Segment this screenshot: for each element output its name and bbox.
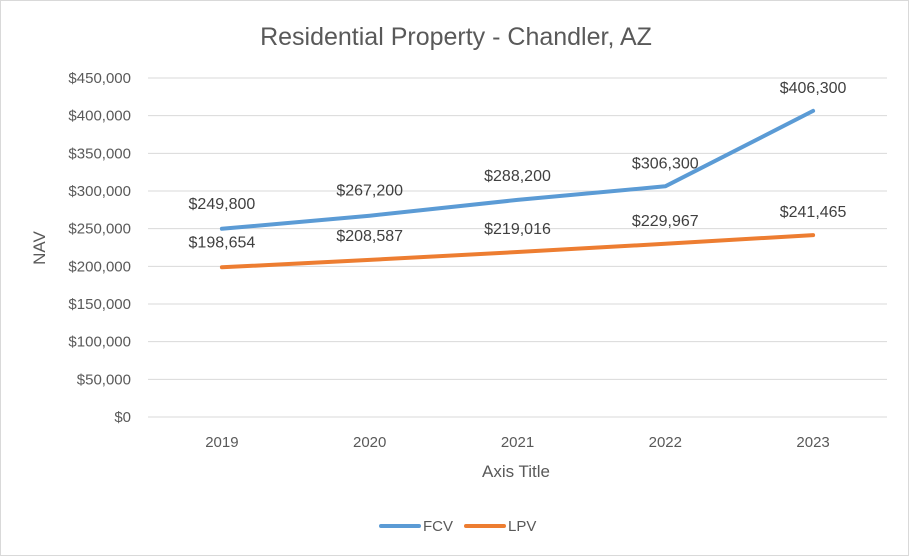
y-tick-label: $200,000 <box>68 258 131 275</box>
x-axis-ticks: 2019 2020 2021 2022 2023 <box>205 434 830 451</box>
y-tick-label: $150,000 <box>68 296 131 313</box>
x-axis-title: Axis Title <box>482 462 550 481</box>
series-line-lpv <box>219 233 816 270</box>
data-label-fcv: $249,800 <box>189 196 256 213</box>
data-label-fcv: $267,200 <box>336 183 403 200</box>
legend: FCV LPV <box>379 518 536 535</box>
x-tick-label: 2021 <box>501 434 534 451</box>
data-label-lpv: $229,967 <box>632 213 699 230</box>
data-label-lpv: $208,587 <box>336 228 403 245</box>
y-tick-label: $50,000 <box>77 371 131 388</box>
chart-title: Residential Property - Chandler, AZ <box>260 23 652 51</box>
y-tick-label: $450,000 <box>68 70 131 87</box>
x-tick-label: 2022 <box>649 434 682 451</box>
series-lines <box>219 108 816 270</box>
x-tick-label: 2020 <box>353 434 386 451</box>
y-tick-label: $350,000 <box>68 145 131 162</box>
data-label-fcv: $406,300 <box>780 80 847 97</box>
y-tick-label: $400,000 <box>68 108 131 125</box>
y-tick-label: $100,000 <box>68 334 131 351</box>
x-tick-label: 2019 <box>205 434 238 451</box>
data-label-lpv: $219,016 <box>484 221 551 238</box>
series-line-fcv <box>219 108 816 231</box>
y-tick-label: $300,000 <box>68 183 131 200</box>
y-axis-title: NAV <box>30 230 49 264</box>
data-label-fcv: $306,300 <box>632 155 699 172</box>
data-label-lpv: $241,465 <box>780 204 847 221</box>
data-label-lpv: $198,654 <box>189 234 256 251</box>
data-labels: $249,800 $267,200 $288,200 $306,300 $406,300… <box>189 80 847 251</box>
x-tick-label: 2023 <box>796 434 829 451</box>
gridlines <box>148 77 887 418</box>
y-tick-label: $250,000 <box>68 221 131 238</box>
legend-label-lpv: LPV <box>508 518 536 535</box>
y-axis-ticks: $0 $50,000 $100,000 $150,000 $200,000 $250,00… <box>68 70 131 426</box>
data-label-fcv: $288,200 <box>484 168 551 185</box>
y-tick-label: $0 <box>114 409 131 426</box>
legend-label-fcv: FCV <box>423 518 453 535</box>
